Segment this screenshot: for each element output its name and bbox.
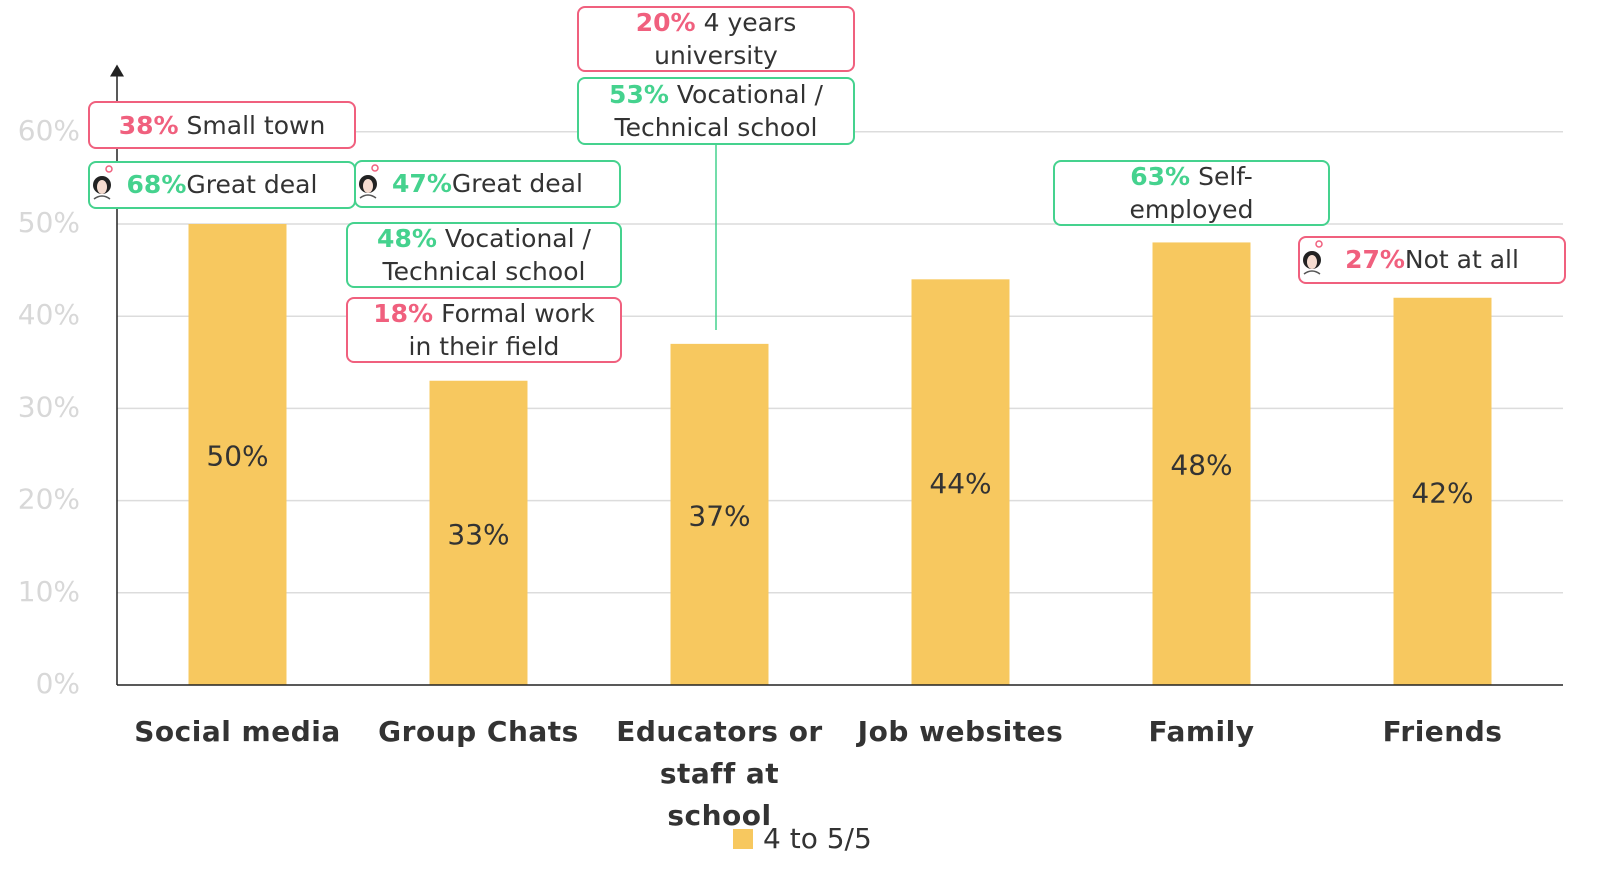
annotation-highlight: 63% bbox=[1130, 162, 1191, 191]
value-label: 42% bbox=[1411, 476, 1473, 509]
annotation: 63% Self-employed bbox=[1053, 160, 1330, 226]
x-tick-label: Job websites bbox=[857, 715, 1064, 748]
bar bbox=[188, 224, 287, 685]
y-tick-label: 60% bbox=[18, 114, 80, 147]
annotation-text: university bbox=[654, 41, 778, 70]
annotation-line: 38% Small town bbox=[119, 109, 326, 142]
annotation-highlight: 18% bbox=[373, 299, 434, 328]
annotation-highlight: 47% bbox=[392, 168, 452, 198]
annotation-highlight: 48% bbox=[377, 224, 437, 253]
value-label: 44% bbox=[929, 467, 991, 500]
x-tick-label: Family bbox=[1148, 715, 1255, 748]
annotation-highlight: 53% bbox=[609, 80, 669, 109]
annotation: 47% Great deal bbox=[354, 160, 621, 208]
annotation-highlight: 68% bbox=[126, 169, 187, 199]
annotation-line: 18% Formal work bbox=[373, 297, 595, 330]
annotation: 27% Not at all bbox=[1298, 236, 1566, 284]
y-tick-label: 30% bbox=[18, 390, 80, 423]
annotation-line: university bbox=[654, 39, 778, 72]
annotation-text: Self- bbox=[1198, 162, 1253, 191]
legend: 4 to 5/5 bbox=[733, 822, 872, 855]
annotation-text: employed bbox=[1129, 195, 1254, 224]
annotation-highlight: 27% bbox=[1345, 244, 1405, 274]
annotation-text: in their field bbox=[408, 332, 560, 361]
annotation-highlight: 20% bbox=[635, 8, 696, 37]
annotation-line: 27% Not at all bbox=[1303, 240, 1519, 278]
legend-label: 4 to 5/5 bbox=[763, 822, 872, 855]
annotation-text: Technical school bbox=[382, 257, 586, 286]
x-tick-label: Educators or staff at school bbox=[616, 715, 823, 832]
annotation-text: Not at all bbox=[1404, 244, 1519, 274]
annotation: 20% 4 years university bbox=[577, 6, 855, 72]
annotation-line: 48% Vocational / bbox=[377, 222, 591, 255]
y-tick-label: 0% bbox=[36, 667, 80, 700]
annotation-line: 20% 4 years bbox=[636, 6, 797, 39]
x-tick-label: Group Chats bbox=[378, 715, 579, 748]
annotation-line: Technical school bbox=[383, 255, 586, 288]
value-label: 33% bbox=[447, 518, 509, 551]
annotation-highlight: 38% bbox=[118, 110, 179, 140]
y-tick-label: 20% bbox=[18, 483, 80, 516]
y-tick-label: 40% bbox=[18, 298, 80, 331]
annotation-line: in their field bbox=[409, 330, 560, 363]
annotation-text: Great deal bbox=[451, 168, 583, 198]
annotation-text: Vocational / bbox=[676, 80, 823, 109]
annotation-text: Technical school bbox=[614, 113, 818, 142]
bar bbox=[1393, 297, 1492, 685]
bar bbox=[670, 343, 769, 685]
value-label: 50% bbox=[206, 440, 268, 473]
annotation-text: Vocational / bbox=[444, 224, 591, 253]
legend-swatch bbox=[733, 828, 753, 849]
annotation-text: 4 years bbox=[703, 8, 797, 37]
annotation-line: 47% Great deal bbox=[359, 164, 583, 202]
bar bbox=[1152, 242, 1251, 685]
x-tick-label: Friends bbox=[1382, 715, 1503, 748]
annotation-line: 63% Self- bbox=[1130, 160, 1253, 193]
annotation-line: Technical school bbox=[615, 111, 818, 144]
y-tick-label: 50% bbox=[18, 206, 80, 239]
bar bbox=[429, 380, 528, 685]
annotation-line: 53% Vocational / bbox=[609, 78, 823, 111]
annotation: 48% Vocational / Technical school bbox=[346, 222, 622, 288]
annotation-text: Formal work bbox=[441, 299, 595, 328]
annotation: 53% Vocational / Technical school bbox=[577, 77, 855, 145]
annotation: 18% Formal work in their field bbox=[346, 297, 622, 363]
bar bbox=[911, 279, 1010, 685]
annotation: 38% Small town bbox=[88, 101, 356, 149]
annotation-line: 68% Great deal bbox=[93, 165, 318, 203]
x-tick-label: Social media bbox=[134, 715, 341, 748]
y-axis-arrow bbox=[110, 64, 124, 77]
annotation-text: Great deal bbox=[186, 169, 318, 199]
annotation-text: Small town bbox=[186, 110, 326, 140]
annotation-line: employed bbox=[1130, 193, 1254, 226]
annotation: 68% Great deal bbox=[88, 161, 356, 209]
y-tick-label: 10% bbox=[18, 575, 80, 608]
value-label: 37% bbox=[688, 499, 750, 532]
value-label: 48% bbox=[1170, 449, 1232, 482]
